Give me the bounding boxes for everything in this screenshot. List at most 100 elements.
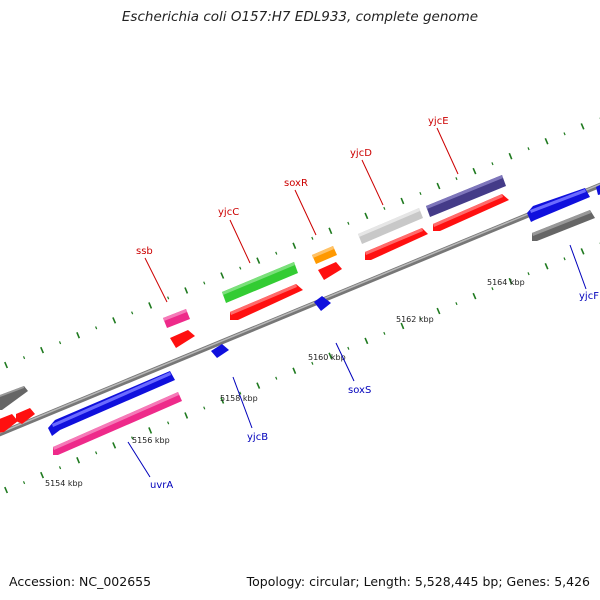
tick-mark	[112, 317, 117, 324]
tick-mark	[347, 221, 350, 225]
tick-mark	[95, 326, 98, 330]
gene-yjcB[interactable]	[211, 344, 229, 358]
tick-mark	[131, 311, 134, 315]
gene-label-uvrA: uvrA	[150, 480, 173, 491]
tick-label: 5162 kbp	[396, 315, 434, 324]
tick-mark	[455, 177, 458, 181]
tick-mark	[364, 337, 369, 345]
tick-mark	[364, 212, 369, 220]
tick-mark	[436, 182, 441, 190]
gene-label-yjcF: yjcF	[579, 291, 599, 302]
tick-mark	[472, 292, 477, 300]
genome-backbone	[0, 182, 600, 437]
tick-mark	[112, 442, 117, 449]
gene-label-soxS: soxS	[348, 385, 371, 396]
tick-mark	[400, 197, 405, 205]
gene-label-yjcD: yjcD	[350, 148, 372, 159]
gene-label-soxR: soxR	[284, 178, 308, 189]
tick-label: 5160 kbp	[308, 353, 346, 362]
tick-mark	[220, 397, 225, 404]
tick-mark	[131, 436, 134, 440]
gene-yjcC[interactable]	[222, 262, 298, 303]
tick-mark	[95, 451, 98, 455]
tick-mark	[544, 262, 549, 270]
tick-mark	[275, 376, 278, 380]
tick-mark	[563, 257, 566, 261]
tick-mark	[58, 341, 62, 345]
tick-mark	[383, 331, 386, 335]
tick-mark	[311, 236, 314, 240]
tick-mark	[167, 296, 170, 300]
tick-mark	[239, 266, 242, 270]
tick-mark	[22, 481, 26, 485]
gene-yjcF-cds[interactable]	[532, 210, 595, 241]
tick-label: 5158 kbp	[220, 394, 258, 403]
tick-label: 5164 kbp	[487, 278, 525, 287]
tick-mark	[40, 346, 45, 354]
map-title: Escherichia coli O157:H7 EDL933, complet…	[121, 9, 479, 25]
tick-marks-reverse	[4, 242, 600, 494]
tick-mark	[527, 272, 530, 276]
gene-soxS[interactable]	[314, 296, 331, 311]
tick-mark	[76, 331, 81, 339]
tick-mark	[347, 346, 350, 350]
gene-right-edge[interactable]	[596, 182, 600, 195]
tick-label: 5156 kbp	[132, 436, 170, 445]
tick-mark	[167, 421, 170, 425]
tick-mark	[76, 456, 81, 464]
tick-mark	[292, 367, 297, 375]
tick-mark	[328, 352, 333, 360]
gene-yjcD[interactable]	[358, 208, 423, 244]
tick-mark	[419, 191, 422, 196]
cds-forward[interactable]	[0, 194, 509, 434]
gene-ssb[interactable]	[163, 309, 190, 328]
tick-mark	[455, 302, 458, 306]
tick-mark	[22, 356, 26, 360]
tick-mark	[491, 287, 494, 291]
gene-yjcE[interactable]	[426, 175, 506, 217]
tick-mark	[4, 361, 9, 369]
tick-mark	[563, 132, 566, 136]
tick-label: 5154 kbp	[45, 479, 83, 488]
accession-text: Accession: NC_002655	[9, 574, 152, 589]
tick-mark	[419, 316, 422, 321]
tick-mark	[148, 302, 153, 309]
tick-mark	[184, 287, 189, 294]
tick-mark	[184, 412, 189, 419]
tick-mark	[580, 248, 585, 255]
tick-mark	[239, 391, 242, 395]
tick-mark	[256, 382, 261, 389]
tick-mark	[527, 147, 530, 151]
gene-yjcF[interactable]	[527, 188, 590, 222]
gene-soxR[interactable]	[312, 246, 337, 264]
label-leader-lines	[127, 127, 587, 478]
gene-label-ssb: ssb	[136, 246, 153, 257]
tick-mark	[544, 137, 549, 145]
tick-mark	[203, 406, 206, 410]
tick-mark	[292, 242, 297, 250]
gene-block-left-grey[interactable]	[0, 386, 28, 410]
tick-marks-forward	[4, 117, 600, 369]
tick-mark	[4, 486, 9, 494]
gene-label-yjcE: yjcE	[428, 116, 449, 127]
tick-mark	[491, 162, 494, 166]
tick-mark	[508, 152, 513, 160]
gene-uvrA[interactable]	[48, 371, 175, 436]
tick-mark	[148, 427, 153, 434]
gene-label-yjcB: yjcB	[247, 432, 268, 443]
tick-mark	[508, 277, 513, 285]
topology-text: Topology: circular; Length: 5,528,445 bp…	[246, 574, 590, 589]
tick-mark	[275, 251, 278, 255]
tick-mark	[220, 272, 225, 279]
gene-uvrA-cds[interactable]	[53, 392, 182, 455]
gene-label-yjcC: yjcC	[218, 207, 239, 218]
tick-mark	[436, 307, 441, 315]
tick-mark	[383, 206, 386, 210]
tick-mark	[311, 361, 314, 365]
tick-mark	[472, 167, 477, 175]
tick-mark	[400, 322, 405, 330]
tick-mark	[328, 227, 333, 235]
tick-mark	[203, 281, 206, 285]
tick-mark	[580, 123, 585, 130]
